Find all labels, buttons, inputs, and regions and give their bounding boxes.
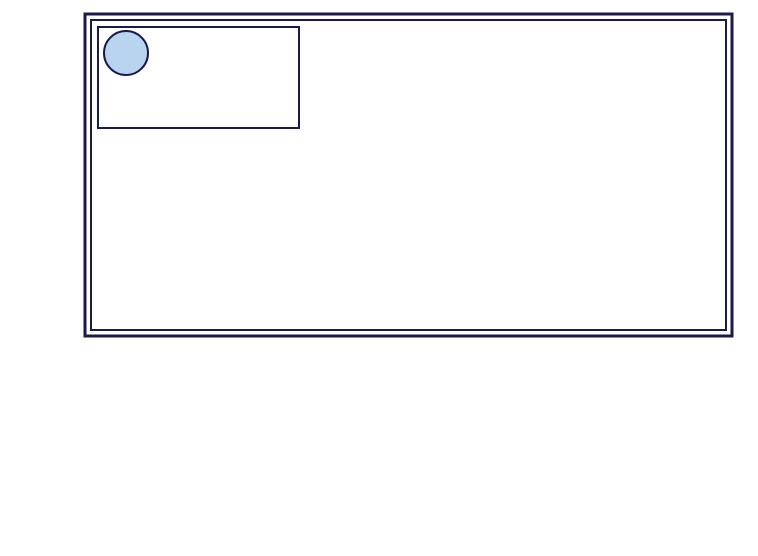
- main-building-outer: [85, 14, 732, 336]
- small-tank: [104, 31, 148, 75]
- main-building-inner: [91, 20, 726, 330]
